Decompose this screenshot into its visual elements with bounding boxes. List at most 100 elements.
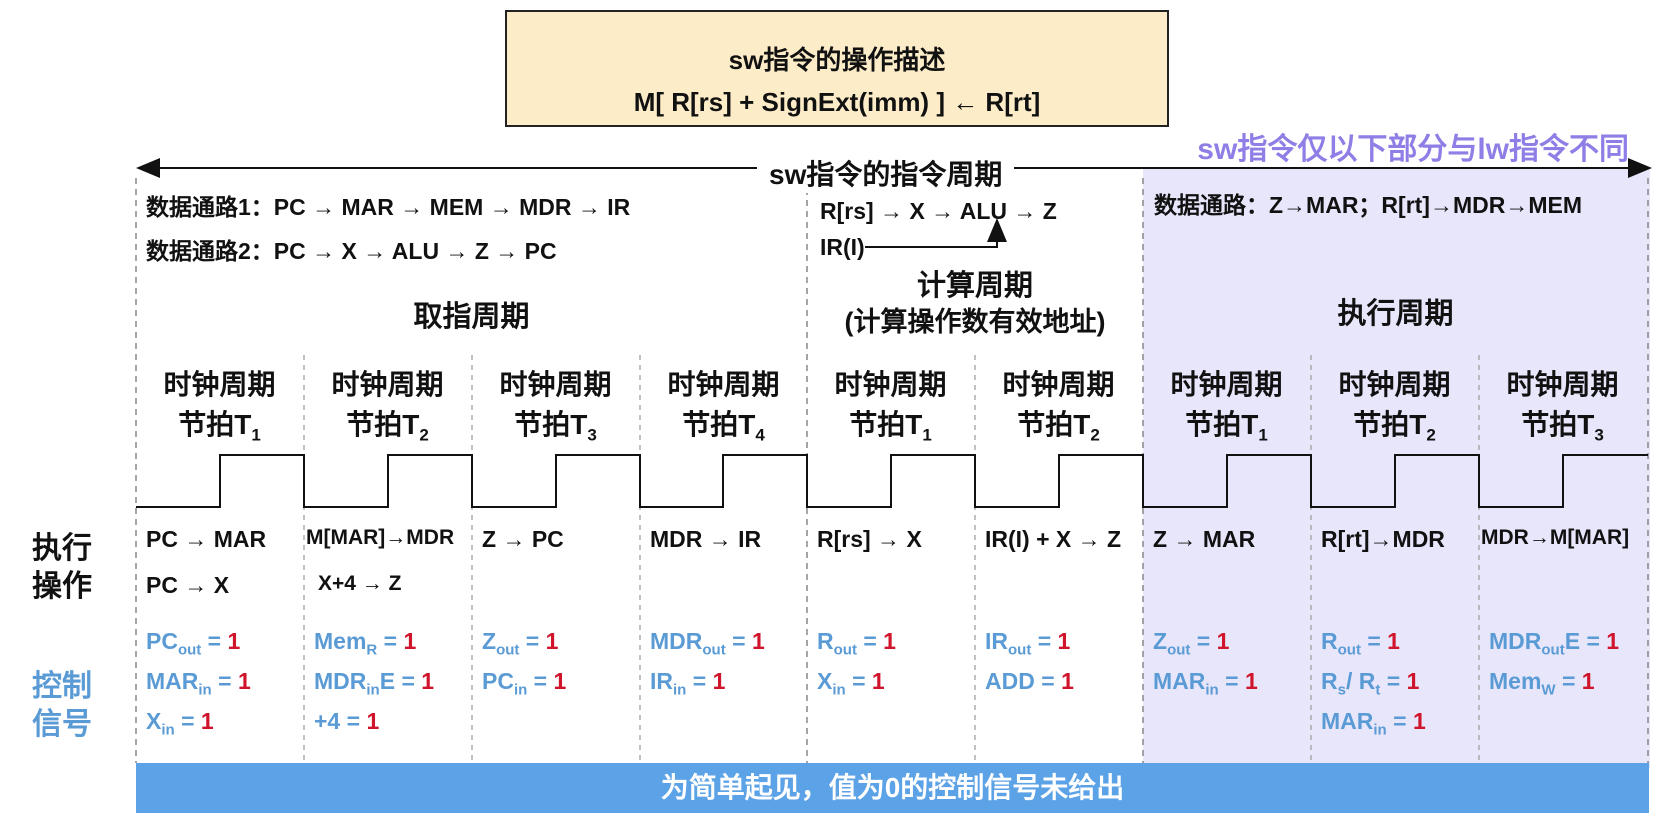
- signal-name: IR: [650, 668, 673, 694]
- beat-label: 节拍T1: [807, 405, 974, 456]
- signal-subscript: R: [366, 641, 378, 659]
- clock-cycle-label: 时钟周期: [331, 369, 444, 400]
- control-signal: MARin = 1: [146, 660, 251, 712]
- control-signal: PCout = 1: [146, 620, 240, 672]
- clock-cycle-label: 时钟周期: [667, 369, 780, 400]
- beat-label: 节拍T4: [640, 405, 807, 456]
- equals-sign: =: [1580, 628, 1607, 654]
- signal-value: 1: [712, 668, 726, 694]
- signal-subscript-2: t: [1375, 681, 1381, 699]
- operation-step: R[rt]→MDR: [1321, 526, 1445, 552]
- signal-subscript: out: [1337, 641, 1361, 659]
- equals-sign: =: [340, 708, 367, 734]
- beat-label: 节拍T1: [1143, 405, 1310, 456]
- signal-name: PC: [146, 628, 178, 654]
- execute-phase-title: 执行周期: [1337, 298, 1454, 330]
- operation-step: MDR → IR: [650, 526, 762, 552]
- signal-subscript: in: [513, 681, 528, 699]
- compute-phase-title: 计算周期: [916, 270, 1033, 302]
- beat-label: 节拍T2: [1311, 405, 1478, 456]
- beat-index: 4: [755, 425, 765, 445]
- beat-label: 节拍T2: [304, 405, 471, 456]
- signal-name: Mem: [1489, 668, 1542, 694]
- signal-suffix: / R: [1345, 668, 1376, 694]
- fetch-datapath-1: 数据通路1：PC → MAR → MEM → MDR → IR: [146, 194, 631, 220]
- signal-value: 1: [227, 628, 241, 654]
- equals-sign: =: [1031, 628, 1058, 654]
- operation-step: PC → X: [146, 572, 230, 598]
- equals-sign: =: [201, 628, 228, 654]
- signal-name: +4: [314, 708, 341, 734]
- beat-text: 节拍T: [1353, 409, 1427, 440]
- signal-name: R: [1321, 668, 1338, 694]
- operation-step: X+4 → Z: [318, 572, 402, 595]
- operation-step: Z → MAR: [1153, 526, 1256, 552]
- beat-index: 3: [587, 425, 597, 445]
- equals-sign: =: [1386, 708, 1413, 734]
- signal-value: 1: [751, 628, 765, 654]
- equals-sign: =: [686, 668, 713, 694]
- beat-label: 节拍T2: [975, 405, 1142, 456]
- beat-index: 2: [1090, 425, 1100, 445]
- equals-sign: =: [725, 628, 752, 654]
- signal-name: Mem: [314, 628, 367, 654]
- signal-value: 1: [871, 668, 885, 694]
- signal-name: MAR: [1321, 708, 1374, 734]
- control-signal: PCin = 1: [482, 660, 566, 712]
- signal-value: 1: [1387, 628, 1400, 654]
- operation-step: Z → PC: [482, 526, 564, 552]
- control-signal: +4 = 1: [314, 700, 379, 742]
- beat-index: 3: [1594, 425, 1604, 445]
- signal-name: MAR: [1153, 668, 1206, 694]
- clock-cycle-header: 时钟周期 节拍T3: [1479, 365, 1646, 456]
- beat-index: 2: [419, 425, 429, 445]
- clock-cycle-header: 时钟周期节拍T1: [1143, 365, 1310, 456]
- signal-subscript: out: [1541, 641, 1565, 659]
- fetch-datapath-2: 数据通路2：PC → X → ALU → Z → PC: [146, 238, 557, 264]
- compute-datapath: R[rs] → X → ALU → Z: [820, 198, 1057, 224]
- beat-label: 节拍T1: [136, 405, 303, 456]
- signal-value: 1: [403, 628, 417, 654]
- signal-value: 1: [883, 628, 896, 654]
- description-formula: M[ R[rs] + SignExt(imm) ] ← R[rt]: [633, 87, 1041, 117]
- equals-sign: =: [395, 668, 422, 694]
- signal-subscript: out: [496, 641, 520, 659]
- clock-cycle-label: 时钟周期: [1338, 369, 1451, 400]
- beat-text: 节拍T: [178, 409, 252, 440]
- clock-cycle-header: 时钟周期节拍T2: [1311, 365, 1478, 456]
- signal-name: R: [1321, 628, 1338, 654]
- signal-name: PC: [482, 668, 514, 694]
- equals-sign: =: [519, 628, 546, 654]
- beat-text: 节拍T: [849, 409, 923, 440]
- fetch-phase-title: 取指周期: [413, 301, 530, 333]
- description-heading: sw指令的操作描述: [728, 45, 946, 75]
- equals-sign: =: [174, 708, 201, 734]
- equals-sign: =: [1034, 668, 1062, 694]
- equals-sign: =: [1218, 668, 1245, 694]
- signal-name: Z: [1153, 628, 1168, 654]
- operation-step: MDR→M[MAR]: [1481, 526, 1630, 549]
- equals-sign: =: [856, 628, 884, 654]
- signal-name: MDR: [650, 628, 703, 654]
- control-signal: MDRinE = 1: [314, 660, 434, 712]
- signal-subscript: in: [366, 681, 380, 699]
- beat-index: 1: [1258, 425, 1268, 445]
- signal-value: 1: [1057, 628, 1071, 654]
- signals-label-line2: 信号: [32, 708, 92, 741]
- signal-value: 1: [1216, 628, 1230, 654]
- clock-cycle-label: 时钟周期: [1170, 369, 1283, 400]
- immediate-to-alu-arrow: [865, 218, 1007, 248]
- clock-waveform: [136, 454, 1648, 508]
- equals-sign: =: [1190, 628, 1217, 654]
- signal-value: 1: [366, 708, 380, 734]
- clock-cycle-label: 时钟周期: [1506, 369, 1619, 400]
- beat-index: 1: [251, 425, 261, 445]
- control-signal: Rout = 1: [817, 620, 896, 672]
- compute-immediate-source: IR(I): [820, 234, 865, 260]
- equals-sign: =: [527, 668, 554, 694]
- operation-step: M[MAR]→MDR: [306, 526, 455, 549]
- operation-step: PC → MAR: [146, 526, 267, 552]
- equals-sign: =: [1360, 628, 1388, 654]
- signal-subscript: s: [1337, 681, 1346, 699]
- signal-subscript: out: [1008, 641, 1032, 659]
